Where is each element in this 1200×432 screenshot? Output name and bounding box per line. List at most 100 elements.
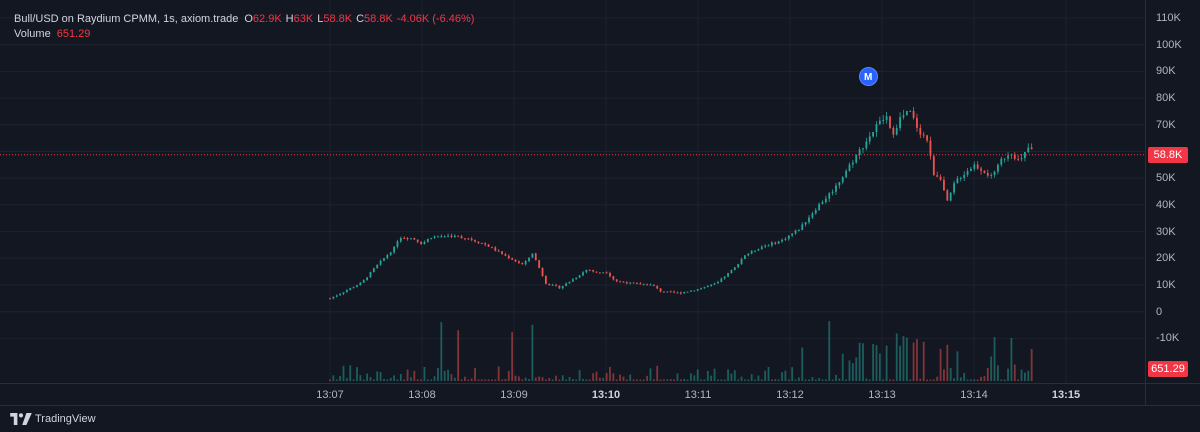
candle-body [774,242,777,244]
volume-bar [835,374,837,381]
candle-body [649,284,652,286]
candle-body [909,110,912,112]
candle-body [443,236,446,238]
candle-body [524,261,527,265]
candle-body [990,175,993,177]
time-tick-label: 13:11 [684,389,712,401]
candlestick-chart[interactable] [0,0,1145,383]
candle-body [814,210,817,214]
volume-bar [976,379,979,381]
price-scale[interactable]: 110K100K90K80K70K60K50K40K30K20K10K0-10K… [1145,0,1200,383]
time-tick-label: 13:15 [1051,389,1081,401]
time-tick-label: 13:14 [960,389,988,401]
candle-body [399,238,402,242]
volume-bar [615,379,618,381]
volume-bar [663,379,665,381]
candle-body [541,267,544,276]
candle-body [723,276,726,279]
candle-body [710,284,713,286]
volume-bar [895,333,898,381]
volume-bar [683,378,686,381]
candle-body [835,185,837,192]
time-scale[interactable]: 13:07 13:08 13:09 13:10 13:11 13:12 13:13 13:14… [0,383,1145,405]
candle-body [571,279,574,282]
volume-bar [1000,379,1003,381]
volume-bar [494,379,497,381]
volume-bar [477,379,480,381]
volume-bar [588,379,591,381]
symbol-title[interactable]: Bull/USD on Raydium CPMM, 1s, axiom.trad… [14,13,239,25]
volume-bar [332,375,335,381]
price-tick-label: 20K [1156,252,1176,265]
volume-bar [959,377,962,381]
volume-bar [511,332,514,381]
candle-body [578,275,581,278]
candle-body [652,284,655,287]
time-tick-label: 13:08 [408,389,436,401]
candle-body [980,168,982,171]
candle-body [632,282,635,284]
candle-body [487,244,490,247]
candle-body [804,222,807,225]
volume-bar [507,370,510,381]
volume-bar [875,345,878,381]
footer-bar: TradingView [0,405,1200,432]
open-value: 62.9K [252,13,282,25]
volume-bar [808,379,810,381]
tradingview-brand[interactable]: TradingView [35,413,96,425]
volume-bar [585,379,588,381]
tradingview-logo-icon[interactable] [10,412,32,426]
candle-body [551,284,554,286]
volume-bar [518,376,520,381]
candle-body [470,238,473,241]
candle-body [497,250,500,252]
candle-body [410,238,412,240]
candle-body [1017,158,1020,160]
volume-bar [757,375,760,381]
volume-bar [541,377,544,381]
candle-body [450,235,453,237]
candle-body [491,246,493,248]
volume-bar [939,348,942,381]
volume-bar [406,369,409,381]
volume-bar [470,378,473,381]
candle-body [902,115,905,118]
candle-body [494,247,497,251]
volume-bar [922,341,925,381]
event-marker-m[interactable]: M [858,67,878,87]
volume-bar [690,373,692,381]
volume-bar [447,369,449,381]
candle-body [420,241,422,245]
volume-bar [622,376,625,381]
candle-body [781,239,783,242]
candle-body [329,298,331,300]
candle-body [544,275,547,284]
volume-bar [777,379,780,381]
volume-bar [605,373,608,381]
volume-bar [885,345,888,381]
candle-body [568,281,571,284]
candle-body [956,178,959,184]
volume-bar [646,375,648,381]
volume-bar [676,373,679,381]
candle-body [1020,158,1023,160]
volume-bar [555,375,557,381]
candle-body [703,287,706,289]
volume-bar [1030,349,1033,381]
candle-body [831,191,834,194]
price-tick-label: 100K [1156,38,1182,51]
volume-bar [872,344,875,381]
price-tick-label: 50K [1156,172,1176,185]
chart-pane[interactable]: Bull/USD on Raydium CPMM, 1s, axiom.trad… [0,0,1145,383]
chart-legend: Bull/USD on Raydium CPMM, 1s, axiom.trad… [14,12,474,42]
candle-body [669,291,672,293]
volume-value: 651.29 [56,28,91,40]
candle-body [949,192,952,201]
candle-body [740,258,743,265]
volume-bar [544,379,547,381]
candle-body [713,283,716,285]
candle-body [447,235,449,237]
volume-label[interactable]: Volume [14,28,51,40]
candle-body [946,190,949,201]
volume-bar [642,379,645,381]
